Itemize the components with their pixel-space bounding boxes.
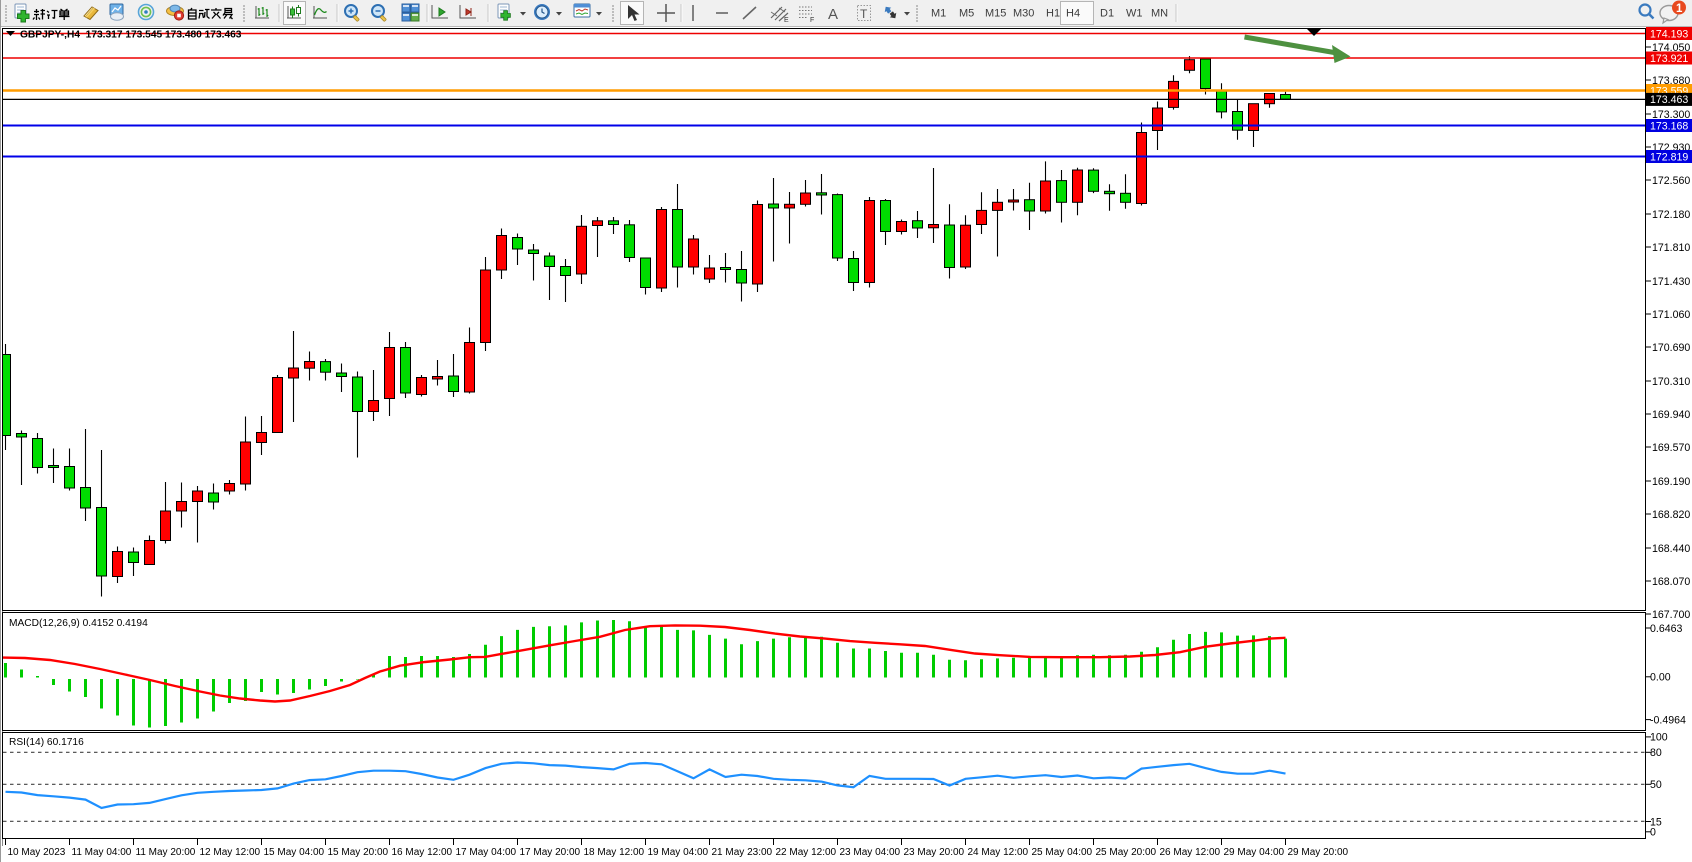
svg-text:M5: M5 bbox=[959, 8, 974, 20]
svg-text:172.560: 172.560 bbox=[1652, 175, 1690, 187]
svg-text:29 May 04:00: 29 May 04:00 bbox=[1224, 847, 1285, 858]
svg-text:-0.4964: -0.4964 bbox=[1650, 714, 1686, 726]
svg-text:173.168: 173.168 bbox=[1650, 120, 1688, 132]
svg-text:M15: M15 bbox=[985, 8, 1006, 20]
svg-text:170.690: 170.690 bbox=[1652, 342, 1690, 354]
svg-text:0.6463: 0.6463 bbox=[1650, 623, 1683, 635]
svg-text:21 May 23:00: 21 May 23:00 bbox=[712, 847, 773, 858]
svg-text:H4: H4 bbox=[1066, 8, 1080, 20]
svg-text:173.680: 173.680 bbox=[1652, 75, 1690, 87]
svg-text:173.300: 173.300 bbox=[1652, 109, 1690, 121]
svg-text:173.463: 173.463 bbox=[1650, 94, 1688, 106]
svg-text:11 May 20:00: 11 May 20:00 bbox=[136, 847, 196, 858]
svg-text:11 May 04:00: 11 May 04:00 bbox=[72, 847, 132, 858]
svg-text:17 May 04:00: 17 May 04:00 bbox=[456, 847, 517, 858]
svg-text:172.819: 172.819 bbox=[1650, 151, 1688, 163]
svg-text:RSI(14) 60.1716: RSI(14) 60.1716 bbox=[9, 737, 84, 748]
svg-text:18 May 12:00: 18 May 12:00 bbox=[584, 847, 645, 858]
svg-text:M30: M30 bbox=[1013, 8, 1034, 20]
svg-text:23 May 20:00: 23 May 20:00 bbox=[904, 847, 965, 858]
svg-text:171.060: 171.060 bbox=[1652, 309, 1690, 321]
svg-text:80: 80 bbox=[1650, 747, 1662, 759]
svg-text:0: 0 bbox=[1650, 827, 1656, 839]
svg-text:29 May 20:00: 29 May 20:00 bbox=[1288, 847, 1349, 858]
svg-text:173.921: 173.921 bbox=[1650, 53, 1688, 65]
svg-text:15: 15 bbox=[1650, 816, 1662, 828]
svg-text:E: E bbox=[784, 17, 789, 24]
svg-text:23 May 04:00: 23 May 04:00 bbox=[840, 847, 901, 858]
svg-text:167.700: 167.700 bbox=[1652, 609, 1690, 621]
svg-text:171.430: 171.430 bbox=[1652, 276, 1690, 288]
svg-text:172.180: 172.180 bbox=[1652, 209, 1690, 221]
svg-text:169.190: 169.190 bbox=[1652, 476, 1690, 488]
svg-text:10 May 2023: 10 May 2023 bbox=[8, 847, 66, 858]
svg-text:1: 1 bbox=[1676, 3, 1683, 15]
svg-text:25 May 04:00: 25 May 04:00 bbox=[1032, 847, 1093, 858]
svg-text:168.820: 168.820 bbox=[1652, 509, 1690, 521]
svg-text:26 May 12:00: 26 May 12:00 bbox=[1160, 847, 1221, 858]
svg-text:22 May 12:00: 22 May 12:00 bbox=[776, 847, 837, 858]
svg-text:15 May 04:00: 15 May 04:00 bbox=[264, 847, 325, 858]
svg-text:169.570: 169.570 bbox=[1652, 442, 1690, 454]
svg-text:50: 50 bbox=[1650, 779, 1662, 791]
svg-text:15 May 20:00: 15 May 20:00 bbox=[328, 847, 389, 858]
svg-text:0.00: 0.00 bbox=[1650, 672, 1671, 684]
svg-text:D1: D1 bbox=[1100, 8, 1114, 20]
svg-text:171.810: 171.810 bbox=[1652, 242, 1690, 254]
svg-text:H1: H1 bbox=[1046, 8, 1060, 20]
svg-text:170.310: 170.310 bbox=[1652, 376, 1690, 388]
svg-text:24 May 12:00: 24 May 12:00 bbox=[968, 847, 1029, 858]
svg-text:12 May 12:00: 12 May 12:00 bbox=[200, 847, 261, 858]
svg-text:19 May 04:00: 19 May 04:00 bbox=[648, 847, 709, 858]
svg-text:168.070: 168.070 bbox=[1652, 576, 1690, 588]
svg-text:169.940: 169.940 bbox=[1652, 409, 1690, 421]
svg-text:174.050: 174.050 bbox=[1652, 42, 1690, 54]
svg-text:M1: M1 bbox=[931, 8, 946, 20]
svg-text:174.193: 174.193 bbox=[1650, 28, 1688, 40]
svg-text:T: T bbox=[860, 7, 868, 21]
svg-text:100: 100 bbox=[1650, 732, 1668, 744]
svg-text:F: F bbox=[810, 17, 814, 24]
svg-text:168.440: 168.440 bbox=[1652, 543, 1690, 555]
svg-text:17 May 20:00: 17 May 20:00 bbox=[520, 847, 581, 858]
svg-text:25 May 20:00: 25 May 20:00 bbox=[1096, 847, 1157, 858]
svg-text:A: A bbox=[828, 6, 838, 23]
svg-text:MACD(12,26,9) 0.4152 0.4194: MACD(12,26,9) 0.4152 0.4194 bbox=[9, 618, 148, 629]
svg-text:GBPJPY-,H4 173.317 173.545 17: GBPJPY-,H4 173.317 173.545 173.480 173.4… bbox=[20, 29, 242, 40]
svg-text:MN: MN bbox=[1151, 8, 1168, 20]
svg-text:W1: W1 bbox=[1126, 8, 1143, 20]
svg-text:16 May 12:00: 16 May 12:00 bbox=[392, 847, 453, 858]
